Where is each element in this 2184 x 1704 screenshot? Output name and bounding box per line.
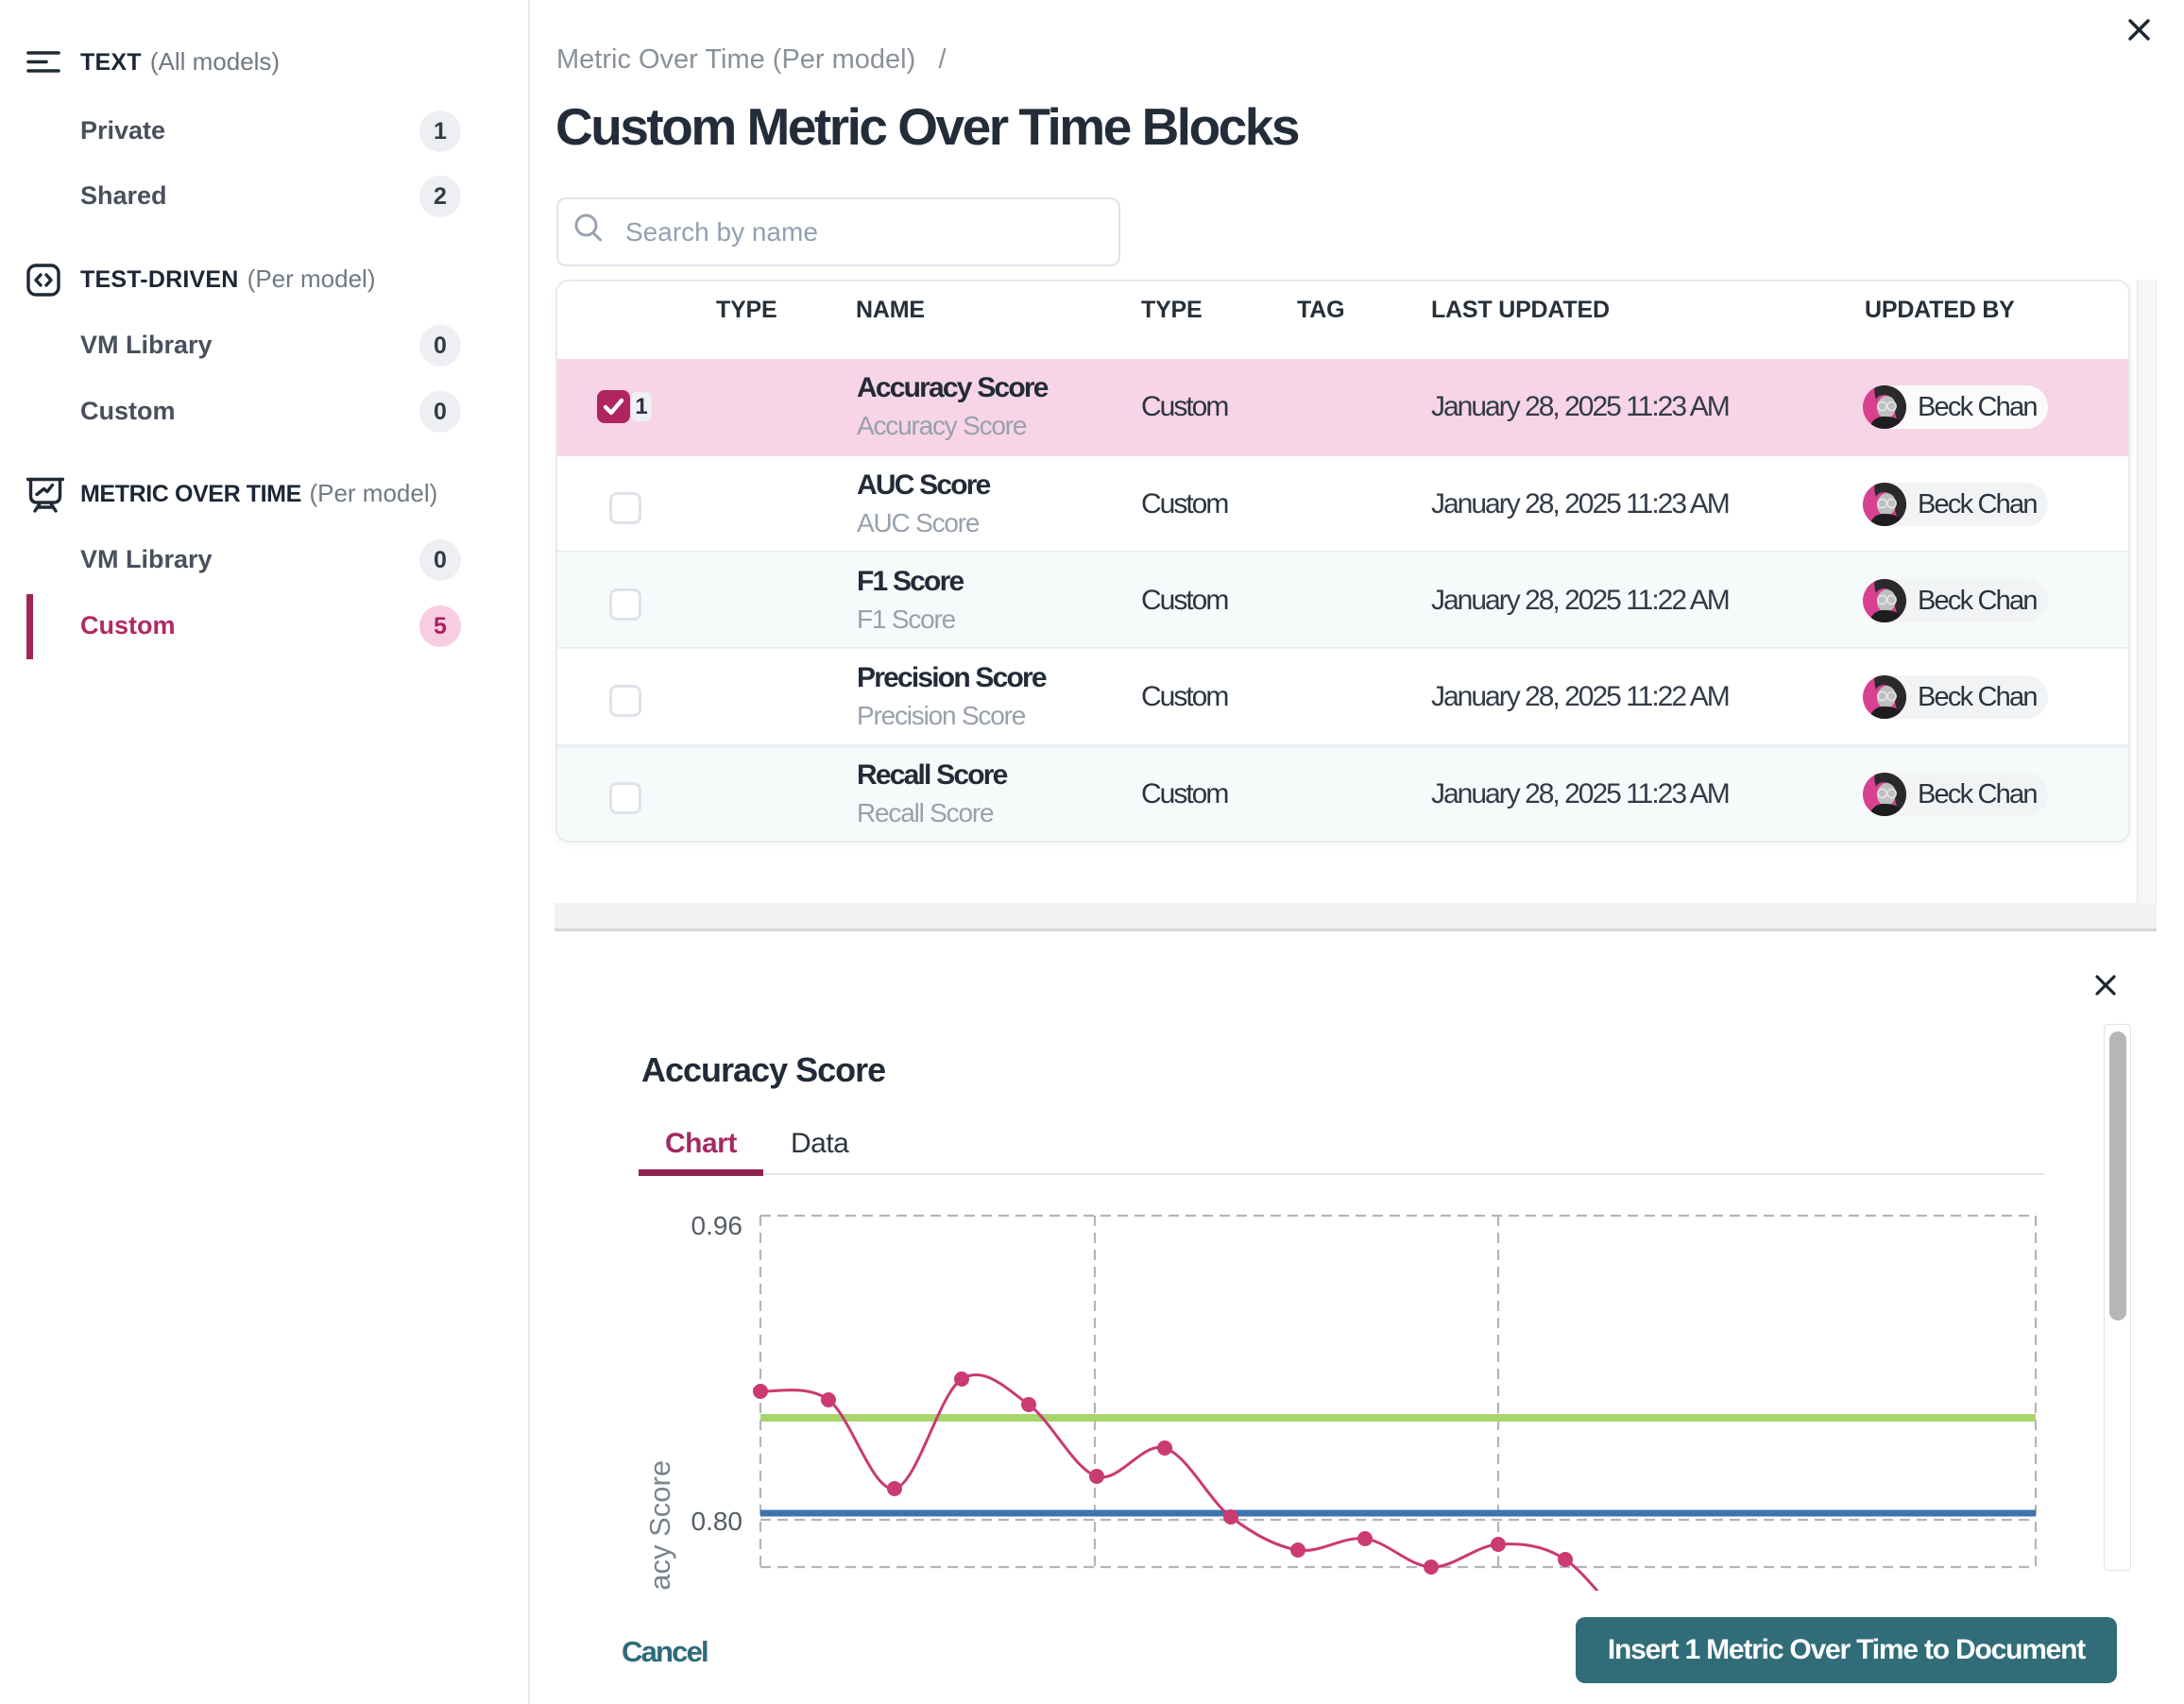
svg-text:0.80: 0.80 bbox=[691, 1507, 743, 1536]
svg-text:Accuracy Score: Accuracy Score bbox=[643, 1460, 676, 1591]
svg-text:0.96: 0.96 bbox=[691, 1211, 743, 1240]
